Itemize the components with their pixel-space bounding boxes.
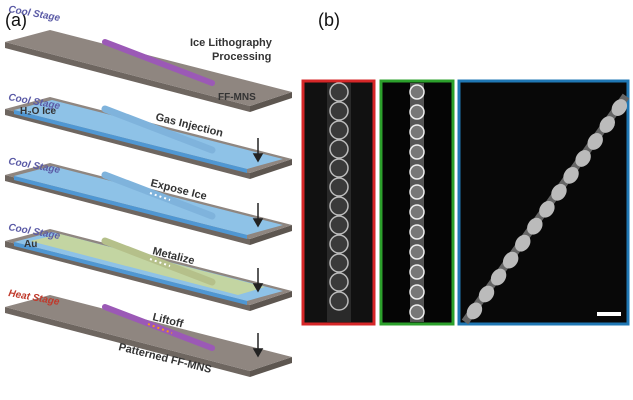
plate <box>5 30 292 112</box>
annotation: H₂O Ice <box>20 106 57 117</box>
bead <box>409 164 425 180</box>
bead <box>515 234 531 252</box>
arrows <box>252 138 264 358</box>
bead <box>599 116 615 133</box>
plate <box>5 163 292 245</box>
annotation: Au <box>24 239 37 250</box>
bead <box>478 285 495 303</box>
bead <box>409 184 425 200</box>
bead <box>502 251 519 269</box>
panel-label: (b) <box>318 10 340 30</box>
bead <box>409 204 425 220</box>
title: Ice Lithography <box>190 37 273 49</box>
panel-label: (a) <box>5 10 27 30</box>
bead <box>490 268 507 286</box>
bead <box>329 139 349 159</box>
bead <box>329 158 349 178</box>
bead <box>587 133 603 150</box>
bead <box>329 120 349 140</box>
bead <box>410 83 424 322</box>
bead <box>409 144 425 160</box>
bead <box>329 101 349 121</box>
bead <box>575 150 591 167</box>
bead <box>551 183 567 201</box>
bead <box>329 272 349 292</box>
plate <box>5 295 292 377</box>
title: Processing <box>212 51 271 63</box>
bead <box>409 84 425 100</box>
bead <box>329 234 349 254</box>
bead <box>539 200 555 218</box>
bead <box>611 99 628 116</box>
bead <box>329 196 349 216</box>
bead <box>527 217 543 235</box>
annotation: FF-MNS <box>218 92 256 103</box>
bead <box>409 244 425 260</box>
bead <box>329 291 349 311</box>
sem-beads <box>327 82 630 325</box>
bead <box>329 177 349 197</box>
bead <box>466 302 483 320</box>
bead <box>409 104 425 120</box>
bead <box>409 284 425 300</box>
bead <box>329 82 349 102</box>
bead <box>409 224 425 240</box>
plate <box>5 97 292 179</box>
sem-image <box>457 79 630 326</box>
plate <box>5 229 292 311</box>
bead <box>409 264 425 280</box>
bead <box>329 253 349 273</box>
scale-bar <box>597 312 621 316</box>
bead <box>409 304 425 320</box>
bead <box>563 166 579 184</box>
bead <box>409 124 425 140</box>
bead <box>329 215 349 235</box>
